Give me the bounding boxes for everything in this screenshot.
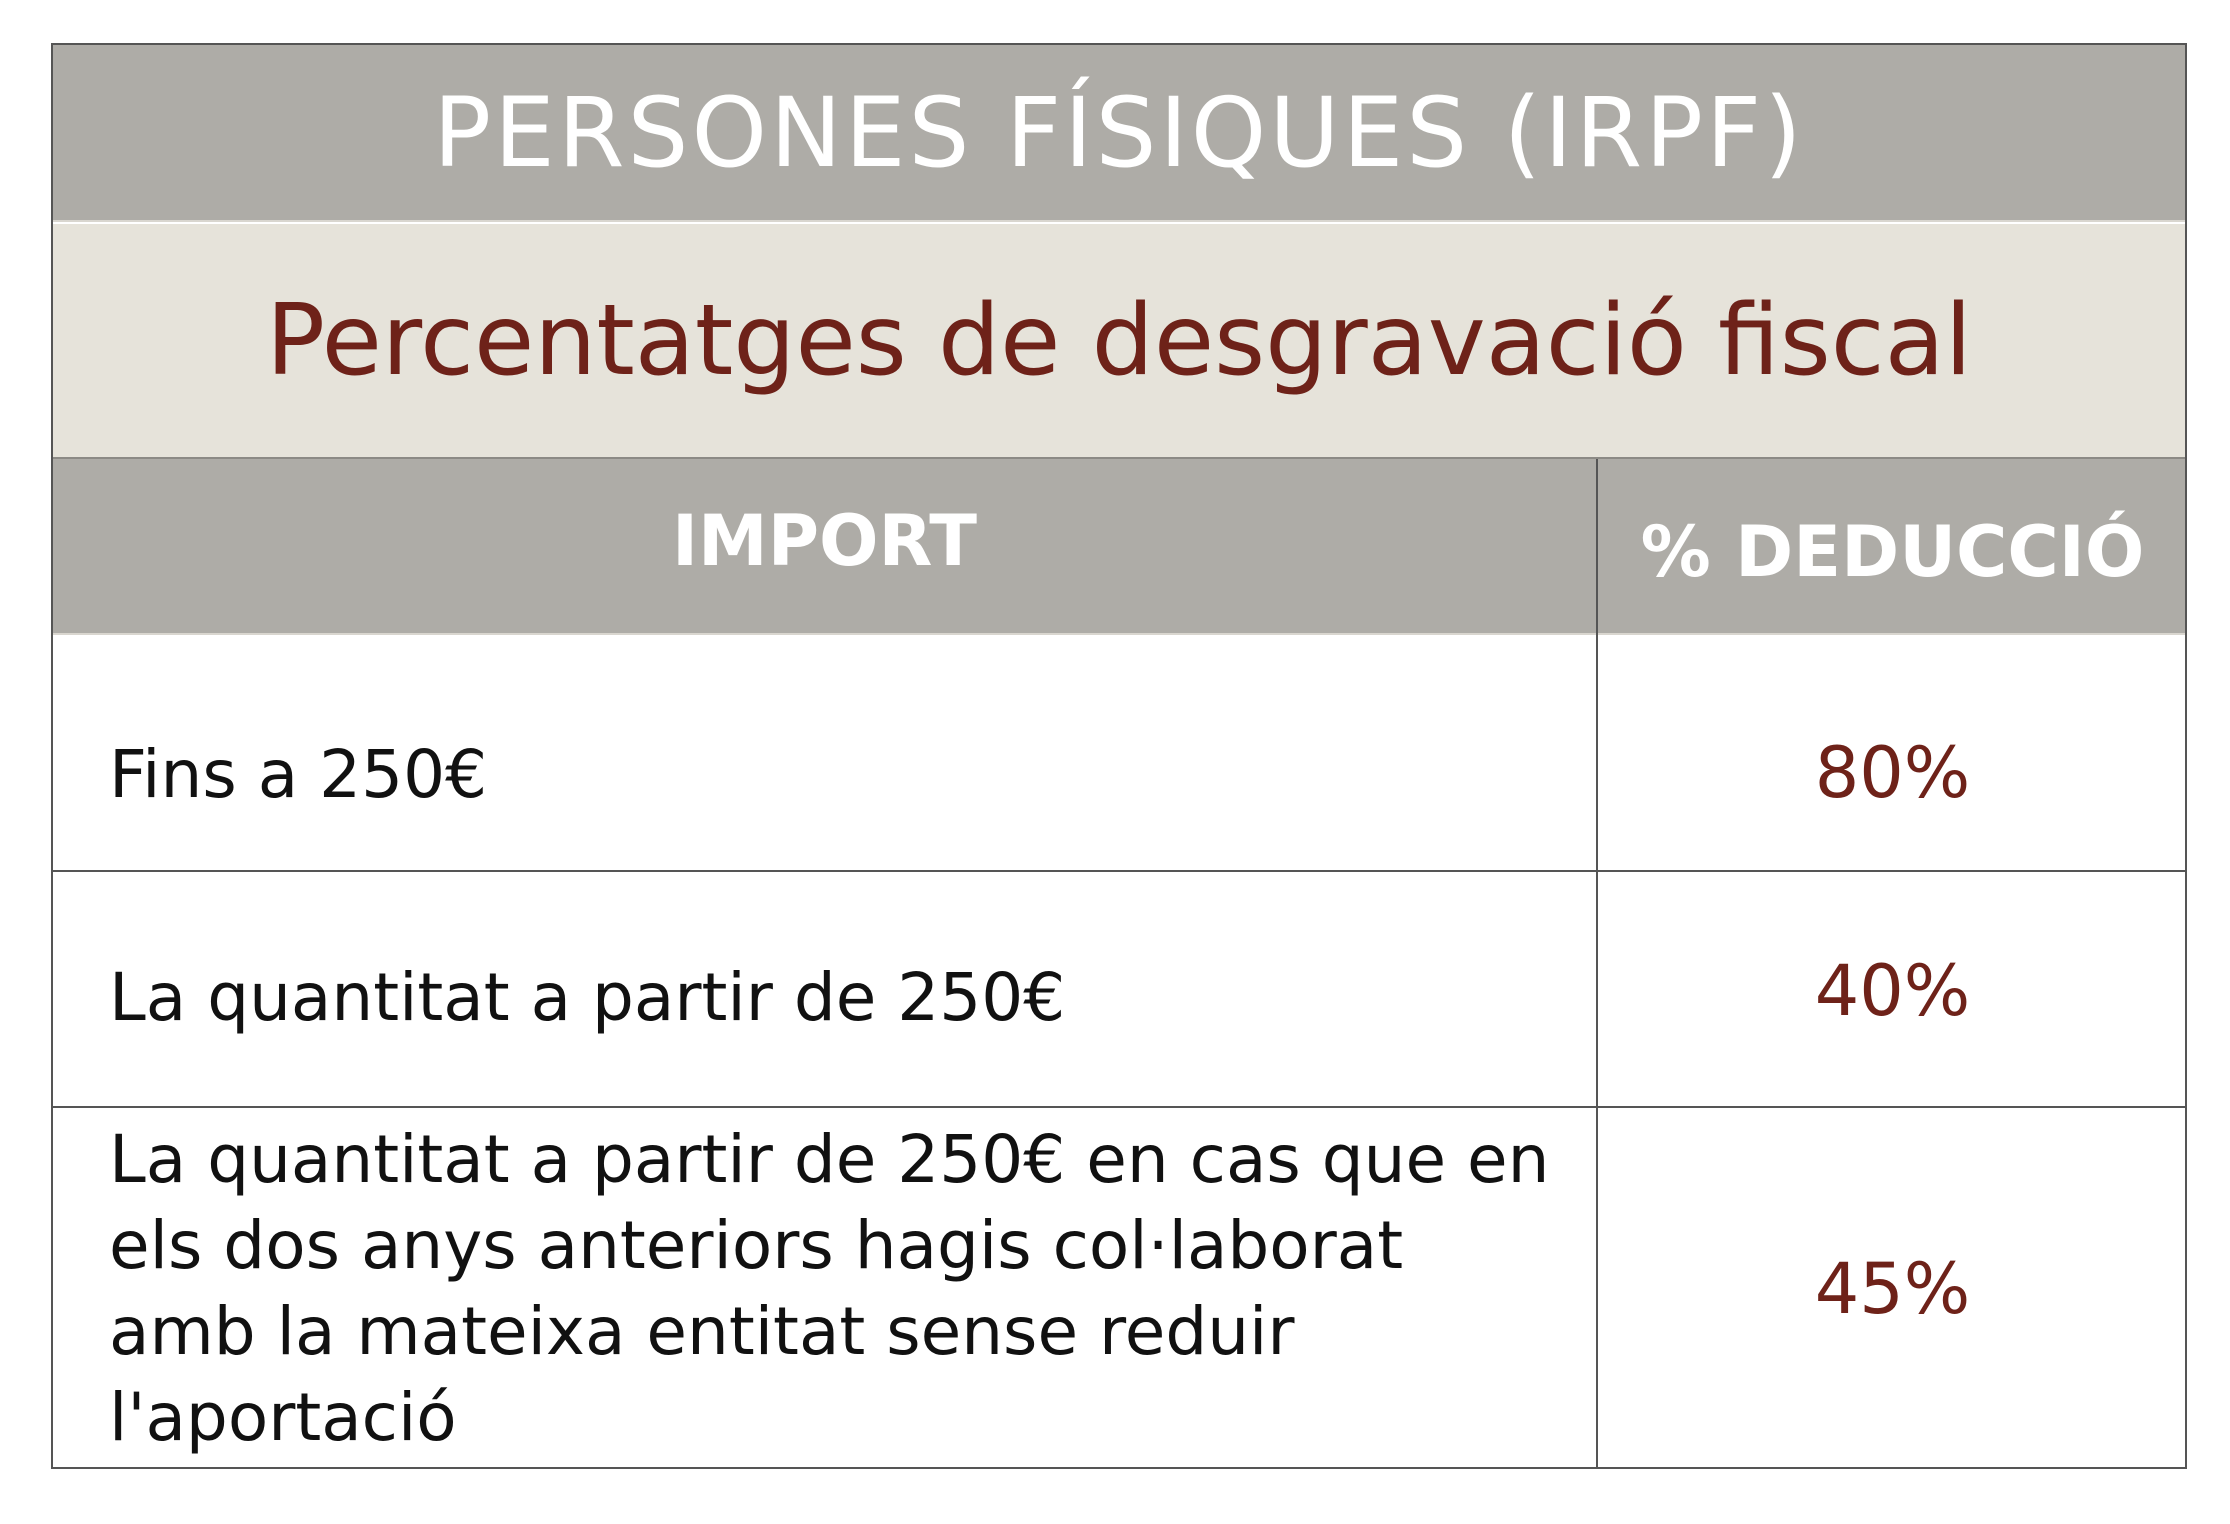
column-divider xyxy=(1596,459,1598,1469)
import-cell: Fins a 250€ xyxy=(109,735,488,813)
table-row: La quantitat a partir de 250€ en cas que… xyxy=(53,1108,2185,1469)
page-title: PERSONES FÍSIQUES (IRPF) xyxy=(433,76,1805,189)
deduction-table: PERSONES FÍSIQUES (IRPF) Percentatges de… xyxy=(51,43,2187,1469)
page-subtitle: Percentatges de desgravació fiscal xyxy=(266,283,1972,398)
column-header-deduccio: % DEDUCCIÓ xyxy=(1640,511,2145,593)
table-header-row: IMPORT % DEDUCCIÓ xyxy=(53,459,2185,635)
table-row: La quantitat a partir de 250€ 40% xyxy=(53,872,2185,1108)
column-header-import: IMPORT xyxy=(671,500,978,582)
deduccio-cell: 40% xyxy=(1814,950,1971,1032)
import-cell: La quantitat a partir de 250€ xyxy=(109,959,1066,1036)
import-cell: La quantitat a partir de 250€ en cas que… xyxy=(109,1120,1550,1456)
title-bar: PERSONES FÍSIQUES (IRPF) xyxy=(53,45,2185,222)
deduccio-cell: 45% xyxy=(1814,1247,1971,1330)
deduccio-cell: 80% xyxy=(1814,731,1971,814)
subtitle-bar: Percentatges de desgravació fiscal xyxy=(53,222,2185,459)
table-row: Fins a 250€ 80% xyxy=(53,635,2185,872)
